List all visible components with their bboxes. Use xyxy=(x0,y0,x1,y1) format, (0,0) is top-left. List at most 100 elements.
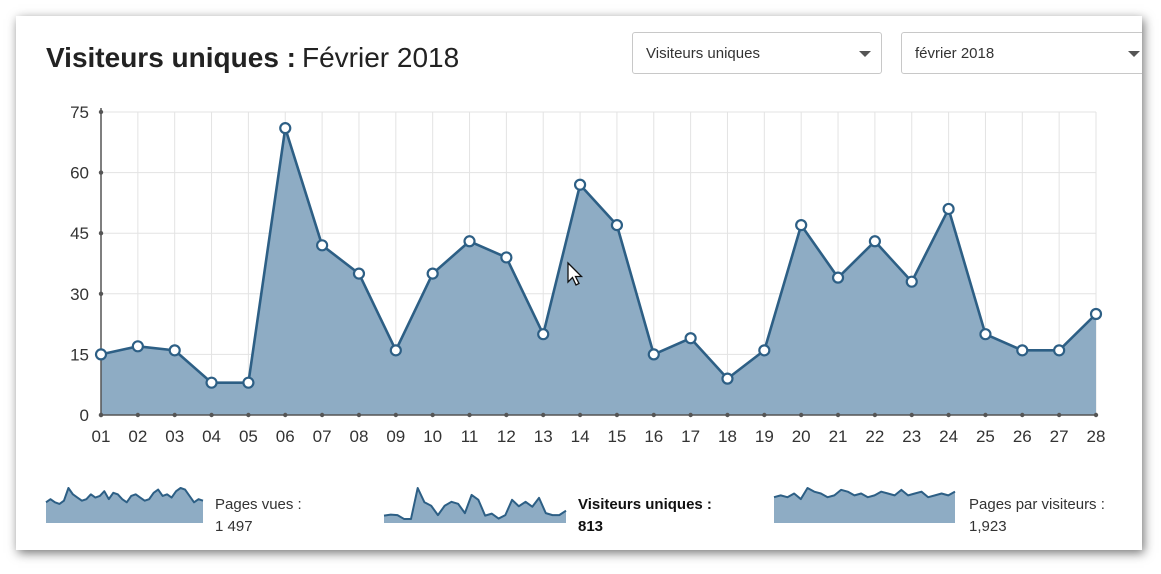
x-tick-label: 26 xyxy=(1013,427,1032,446)
sparkline-line xyxy=(773,487,956,501)
y-tick-label: 45 xyxy=(70,224,89,243)
x-tick-label: 16 xyxy=(644,427,663,446)
x-tick-label: 03 xyxy=(165,427,184,446)
data-point xyxy=(205,376,218,389)
x-tick-label: 15 xyxy=(607,427,626,446)
chevron-down-icon xyxy=(1128,51,1140,57)
x-tick xyxy=(1093,412,1099,418)
x-tick-label: 24 xyxy=(939,427,958,446)
x-tick xyxy=(1056,412,1062,418)
x-tick xyxy=(283,412,288,418)
series-area xyxy=(101,128,1096,415)
data-point xyxy=(500,251,513,264)
x-tick xyxy=(798,412,804,418)
x-tick xyxy=(835,412,841,418)
data-point xyxy=(610,219,624,232)
x-tick-label: 06 xyxy=(276,427,295,446)
x-tick-label: 23 xyxy=(902,427,921,446)
data-point xyxy=(279,122,292,135)
x-tick xyxy=(430,412,435,418)
stat-label: Pages par visiteurs : xyxy=(969,496,1105,513)
month-select-value: février 2018 xyxy=(915,45,995,62)
x-tick-label: 14 xyxy=(571,427,590,446)
x-tick xyxy=(246,412,251,418)
stat-label: Visiteurs uniques : xyxy=(578,496,712,513)
x-tick xyxy=(983,412,988,418)
x-tick-label: 01 xyxy=(92,427,111,446)
data-point xyxy=(537,328,550,341)
x-tick xyxy=(319,412,325,418)
metric-select-value: Visiteurs uniques xyxy=(646,45,760,62)
mouse-cursor-icon xyxy=(567,261,584,286)
data-point xyxy=(352,267,366,280)
data-point xyxy=(795,219,808,232)
stat-label: Pages vues : xyxy=(215,496,302,513)
stat-visiteurs-uniques: Visiteurs uniques : 813 xyxy=(578,494,712,538)
sparkline-line xyxy=(383,487,567,521)
data-point xyxy=(721,372,734,385)
x-tick-label: 09 xyxy=(386,427,405,446)
x-tick-label: 25 xyxy=(976,427,995,446)
x-tick xyxy=(393,412,399,418)
x-tick xyxy=(135,412,141,418)
x-tick xyxy=(577,412,583,418)
data-point xyxy=(316,239,329,252)
x-tick-label: 10 xyxy=(423,427,442,446)
x-tick-label: 08 xyxy=(350,427,369,446)
chart-card: Visiteurs uniques : Février 2018 Visiteur… xyxy=(16,16,1142,550)
data-point xyxy=(942,202,955,216)
x-tick xyxy=(651,412,656,418)
x-tick xyxy=(872,412,878,418)
y-tick-label: 75 xyxy=(70,103,89,122)
x-tick-label: 20 xyxy=(792,427,811,446)
x-tick xyxy=(541,412,546,418)
data-point xyxy=(684,332,697,345)
x-tick-label: 27 xyxy=(1050,427,1069,446)
x-tick xyxy=(172,412,177,418)
x-tick-label: 02 xyxy=(128,427,147,446)
sparkline-area xyxy=(774,488,955,523)
y-tick-label: 60 xyxy=(70,164,89,183)
sparkline-line xyxy=(45,487,204,505)
metric-select[interactable]: Visiteurs uniques xyxy=(632,32,882,74)
y-tick-label: 15 xyxy=(70,345,89,364)
data-point xyxy=(242,376,255,389)
data-point xyxy=(573,178,587,191)
data-point xyxy=(1089,307,1103,321)
data-point xyxy=(647,348,660,361)
x-tick xyxy=(98,412,104,418)
data-point xyxy=(979,328,992,341)
sparkline-area xyxy=(46,488,203,523)
x-tick xyxy=(688,412,693,418)
chevron-down-icon xyxy=(859,51,871,57)
y-tick xyxy=(98,231,104,236)
visitors-area-chart: 0 15 30 45 60 75 01 02 03 04 05 06 07 08 09 10 11 12 13 14 1… xyxy=(45,103,1106,523)
sparkline-area xyxy=(384,488,566,523)
x-tick xyxy=(467,412,472,418)
x-tick-label: 19 xyxy=(755,427,774,446)
month-select[interactable]: février 2018 xyxy=(901,32,1142,74)
data-point xyxy=(426,267,439,280)
page-title: Visiteurs uniques : Février 2018 xyxy=(46,42,459,74)
x-tick-label: 22 xyxy=(865,427,884,446)
stat-value: 813 xyxy=(578,518,604,535)
stat-value: 1 497 xyxy=(215,518,253,535)
stat-pages-par-visiteurs: Pages par visiteurs : 1,923 xyxy=(969,494,1105,538)
title-month: Février 2018 xyxy=(302,42,460,73)
x-tick xyxy=(725,412,730,418)
data-point xyxy=(389,344,402,357)
x-tick xyxy=(909,412,914,418)
x-tick-label: 07 xyxy=(313,427,332,446)
data-point xyxy=(905,275,918,288)
data-point xyxy=(758,344,771,357)
x-tick xyxy=(762,412,767,418)
x-tick xyxy=(614,412,620,418)
x-tick-label: 28 xyxy=(1087,427,1106,446)
title-metric: Visiteurs uniques : xyxy=(46,42,296,73)
x-tick-label: 17 xyxy=(681,427,700,446)
x-tick-label: 21 xyxy=(829,427,848,446)
x-tick-label: 05 xyxy=(239,427,258,446)
stat-pages-vues: Pages vues : 1 497 xyxy=(215,494,302,538)
data-point xyxy=(131,340,144,353)
x-tick-label: 18 xyxy=(718,427,737,446)
